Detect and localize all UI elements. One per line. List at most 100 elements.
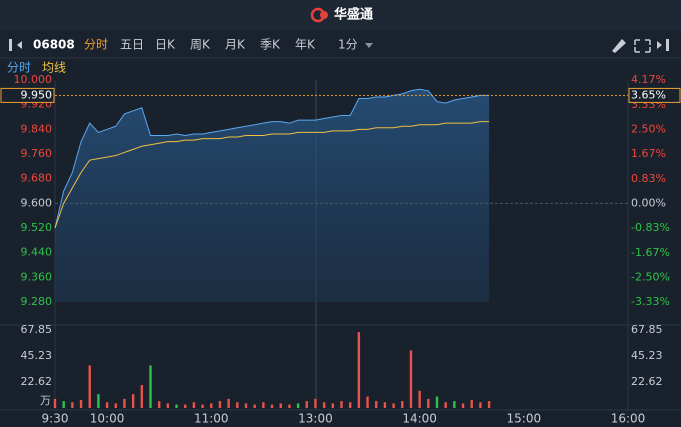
tab[interactable]: 日K <box>155 38 176 52</box>
y-tick-label: 9.600 <box>21 196 53 209</box>
volume-bar <box>131 394 135 408</box>
volume-bar <box>184 404 187 408</box>
x-tick-label: 14:00 <box>402 412 437 426</box>
last-price-box <box>0 87 55 103</box>
y-tick-label: 9.280 <box>21 295 53 308</box>
volume-bar <box>192 402 196 408</box>
top-bar <box>0 0 681 30</box>
volume-bar <box>53 398 57 408</box>
volume-unit: 万 <box>40 394 51 407</box>
y2-tick-label: 0.83% <box>631 172 666 185</box>
volume-bar <box>479 402 482 408</box>
tab[interactable]: 年K <box>295 38 316 52</box>
volume-bar <box>236 402 239 408</box>
y-tick-label: 9.360 <box>21 270 53 283</box>
volume-bar <box>461 403 465 408</box>
volume-bar <box>418 390 421 408</box>
volume-tick-label: 45.23 <box>631 349 663 362</box>
volume-bar <box>357 332 361 408</box>
volume-bar <box>331 403 335 408</box>
y2-tick-label: 4.17% <box>631 73 666 86</box>
app-title: 华盛通 <box>334 7 373 23</box>
y-tick-label: 9.440 <box>21 246 53 259</box>
y2-tick-label: 1.67% <box>631 147 666 160</box>
volume-bar <box>218 401 222 408</box>
volume-bar <box>123 398 126 408</box>
volume-bar <box>392 403 395 408</box>
volume-tick-label: 67.85 <box>21 323 53 336</box>
x-tick-label: 13:00 <box>298 412 333 426</box>
price-line <box>54 121 490 229</box>
volume-bar <box>383 402 387 408</box>
y-tick-label: 9.760 <box>21 147 53 160</box>
y-tick-label: 9.680 <box>21 172 53 185</box>
last-pct-box <box>628 87 681 103</box>
expand-tool[interactable] <box>634 39 651 53</box>
volume-bar <box>79 399 83 408</box>
volume-bar <box>375 401 378 408</box>
y2-tick-label: 2.50% <box>631 122 666 135</box>
volume-bar <box>288 404 291 408</box>
volume-tick-label: 45.23 <box>21 349 53 362</box>
price-line <box>54 88 490 229</box>
volume-bar <box>149 365 152 408</box>
volume-tick-label: 22.62 <box>631 375 663 388</box>
volume-bar <box>444 402 447 408</box>
volume-bar <box>201 404 204 408</box>
volume-bar <box>470 399 473 408</box>
volume-bar <box>166 403 170 408</box>
stock-code: 06808 <box>33 38 75 52</box>
logo <box>310 7 328 23</box>
tab[interactable]: 季K <box>260 38 281 52</box>
volume-bar <box>348 402 352 408</box>
y2-tick-label: -0.83% <box>631 221 670 234</box>
volume-bar <box>253 404 256 408</box>
volume-bar <box>279 403 282 408</box>
volume-bar <box>401 401 404 408</box>
volume-bar <box>175 404 178 408</box>
y2-tick-label: -2.50% <box>631 270 670 283</box>
volume-bar <box>305 401 308 408</box>
dropdown-arrow[interactable] <box>365 43 373 48</box>
y2-tick-label: -3.33% <box>631 295 670 308</box>
last-price: 9.950 <box>21 88 53 101</box>
volume-bar <box>427 398 430 408</box>
volume-bar <box>157 401 161 408</box>
x-tick-label: 10:00 <box>90 412 125 426</box>
y2-tick-label: -1.67% <box>631 246 670 259</box>
x-tick-label: 15:00 <box>507 412 542 426</box>
volume-bar <box>114 403 117 408</box>
x-tick-label: 9:30 <box>42 412 69 426</box>
volume-bar <box>487 401 491 408</box>
volume-bar <box>270 404 274 408</box>
volume-tick-label: 67.85 <box>631 323 663 336</box>
y-tick-label: 9.520 <box>21 221 53 234</box>
volume-bar <box>227 398 230 408</box>
y2-tick-label: 0.00% <box>631 196 666 209</box>
y-tick-label: 9.840 <box>21 122 53 135</box>
x-tick-label: 11:00 <box>194 412 229 426</box>
tab[interactable]: 周K <box>190 38 211 52</box>
volume-bar <box>88 365 91 408</box>
legend-item: 分时 <box>7 61 31 75</box>
draw-tool[interactable] <box>612 39 626 53</box>
volume-bar <box>409 350 413 408</box>
volume-bar <box>366 396 369 408</box>
toolbar <box>0 30 681 58</box>
volume-bar <box>340 401 343 408</box>
volume-bar <box>262 402 265 408</box>
volume-bar <box>244 403 248 408</box>
tab[interactable]: 五日 <box>120 38 144 52</box>
tab[interactable]: 分时 <box>84 38 108 52</box>
volume-bar <box>140 385 144 408</box>
period-select[interactable]: 1分 <box>338 38 358 52</box>
volume-bar <box>105 402 109 408</box>
last-pct: 3.65% <box>631 88 666 101</box>
panel-toggle[interactable] <box>657 39 669 51</box>
volume-bar <box>62 401 65 408</box>
sidebar-toggle[interactable] <box>9 39 22 51</box>
x-tick-label: 16:00 <box>611 412 646 426</box>
volume-bar <box>435 396 439 408</box>
tab[interactable]: 月K <box>225 38 246 52</box>
